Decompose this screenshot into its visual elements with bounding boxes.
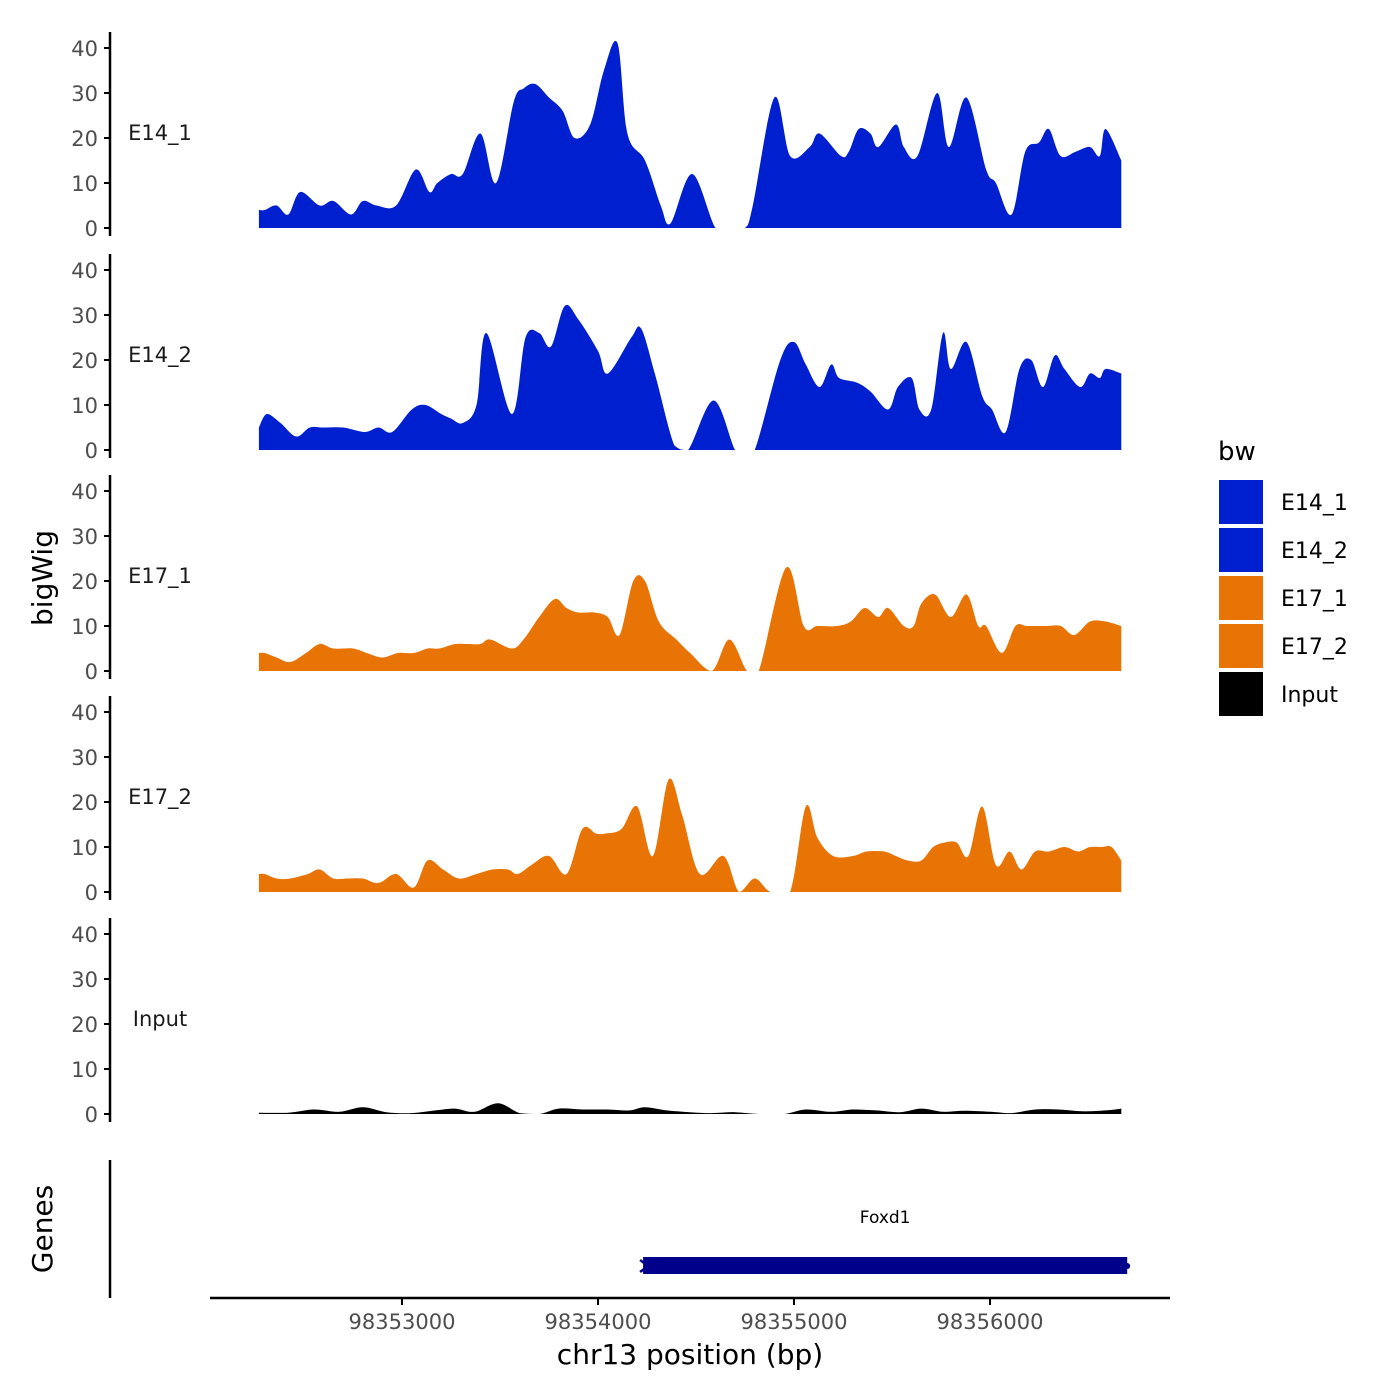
y-tick-label-E14_2-30: 30 bbox=[71, 304, 98, 328]
legend-label-E14_2: E14_2 bbox=[1281, 539, 1348, 564]
panel-E17_1: 0 10 20 30 40 E17_1 bbox=[71, 475, 1122, 684]
x-tick-label-98354000: 98354000 bbox=[545, 1310, 652, 1334]
y-tick-label-E14_2-10: 10 bbox=[71, 394, 98, 418]
y-tick-label-E17_1-20: 20 bbox=[71, 570, 98, 594]
legend-swatch-Input bbox=[1217, 670, 1265, 718]
x-axis-label: chr13 position (bp) bbox=[557, 1338, 823, 1371]
legend-label-E14_1: E14_1 bbox=[1281, 491, 1348, 516]
legend-label-E17_1: E17_1 bbox=[1281, 587, 1348, 612]
area-E17_1 bbox=[258, 566, 1122, 671]
panel-E14_2: 0 10 20 30 40 E14_2 bbox=[71, 254, 1122, 463]
panel-label-Input: Input bbox=[133, 1007, 187, 1031]
y-tick-label-E17_1-0: 0 bbox=[85, 660, 98, 684]
area-E14_2 bbox=[258, 304, 1122, 450]
panel-label-E17_1: E17_1 bbox=[128, 564, 192, 589]
panel-E14_1: 0 10 20 30 40 E14_1 bbox=[71, 32, 1122, 241]
x-axis: chr13 position (bp) 98353000 98354000 9835… bbox=[210, 1296, 1170, 1371]
legend-swatch-E14_1 bbox=[1217, 478, 1265, 526]
gene-end-dot-Foxd1 bbox=[1124, 1263, 1131, 1269]
area-E17_2 bbox=[258, 778, 1122, 892]
y-tick-label-E17_1-10: 10 bbox=[71, 615, 98, 639]
y-tick-label-E14_1-0: 0 bbox=[85, 217, 98, 241]
y-tick-label-E14_1-20: 20 bbox=[71, 127, 98, 151]
gene-track: Genes Foxd1 bbox=[26, 1160, 1131, 1298]
y-tick-label-E17_1-40: 40 bbox=[71, 480, 98, 504]
y-tick-label-Input-0: 0 bbox=[85, 1103, 98, 1127]
x-tick-label-98353000: 98353000 bbox=[349, 1310, 456, 1334]
y-tick-label-E14_2-0: 0 bbox=[85, 439, 98, 463]
legend-title: bw bbox=[1218, 437, 1256, 467]
y-tick-label-E17_2-0: 0 bbox=[85, 881, 98, 905]
legend-label-Input: Input bbox=[1281, 683, 1338, 708]
gene-label-Foxd1: Foxd1 bbox=[860, 1208, 911, 1228]
area-Input bbox=[258, 1103, 1122, 1114]
panel-label-E17_2: E17_2 bbox=[128, 785, 192, 810]
y-tick-label-E14_1-40: 40 bbox=[71, 37, 98, 61]
legend-swatch-E14_2 bbox=[1217, 526, 1265, 574]
legend: bw E14_1 E14_2 E17_1 E17_2 Input bbox=[1217, 437, 1348, 718]
y-tick-label-Input-30: 30 bbox=[71, 968, 98, 992]
y-tick-label-E14_2-40: 40 bbox=[71, 259, 98, 283]
panel-label-E14_2: E14_2 bbox=[128, 343, 192, 368]
x-tick-label-98355000: 98355000 bbox=[741, 1310, 848, 1334]
legend-swatch-E17_2 bbox=[1217, 622, 1265, 670]
bigwig-panels: 0 10 20 30 40 E14_1 0 10 20 30 40 E14_2 0 10 20 30 40 E17… bbox=[71, 32, 1122, 1127]
gene-strand-arrow-Foxd1 bbox=[639, 1259, 651, 1273]
y-tick-label-E14_1-10: 10 bbox=[71, 172, 98, 196]
y-tick-label-E17_1-30: 30 bbox=[71, 525, 98, 549]
y-tick-label-Input-40: 40 bbox=[71, 923, 98, 947]
gene-bar-Foxd1 bbox=[643, 1257, 1128, 1274]
y-tick-label-E17_2-10: 10 bbox=[71, 836, 98, 860]
y-tick-label-E14_2-20: 20 bbox=[71, 349, 98, 373]
panel-label-E14_1: E14_1 bbox=[128, 121, 192, 146]
x-tick-label-98356000: 98356000 bbox=[937, 1310, 1044, 1334]
y-tick-label-E17_2-20: 20 bbox=[71, 791, 98, 815]
legend-swatch-E17_1 bbox=[1217, 574, 1265, 622]
y-tick-label-E17_2-30: 30 bbox=[71, 746, 98, 770]
panel-E17_2: 0 10 20 30 40 E17_2 bbox=[71, 696, 1122, 905]
y-axis-label: bigWig bbox=[26, 530, 59, 626]
y-tick-label-E17_2-40: 40 bbox=[71, 701, 98, 725]
gene-track-label: Genes bbox=[26, 1185, 59, 1273]
y-tick-label-E14_1-30: 30 bbox=[71, 82, 98, 106]
area-E14_1 bbox=[258, 40, 1122, 229]
legend-label-E17_2: E17_2 bbox=[1281, 635, 1348, 660]
y-tick-label-Input-20: 20 bbox=[71, 1013, 98, 1037]
panel-Input: 0 10 20 30 40 Input bbox=[71, 918, 1122, 1127]
y-tick-label-Input-10: 10 bbox=[71, 1058, 98, 1082]
